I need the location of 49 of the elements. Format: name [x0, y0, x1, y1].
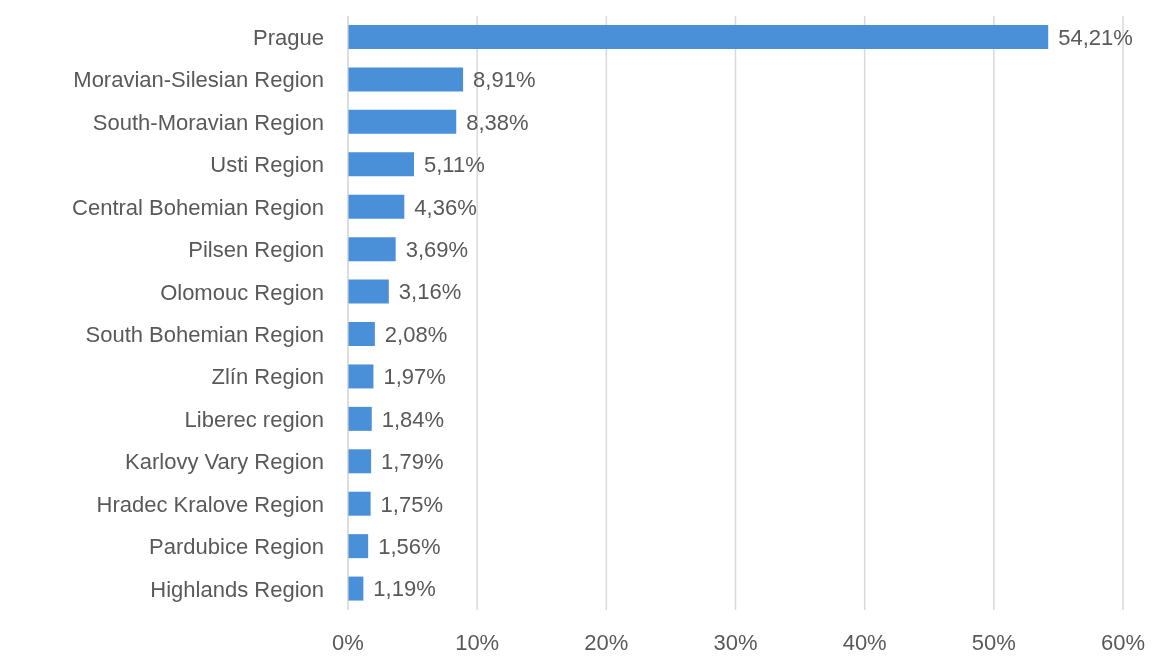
bar — [348, 406, 372, 431]
data-label: 1,19% — [373, 576, 436, 602]
data-label: 8,38% — [466, 109, 529, 135]
y-tick-label: Pardubice Region — [149, 534, 324, 560]
y-tick-label: South Bohemian Region — [85, 322, 324, 348]
data-label: 1,79% — [381, 449, 444, 475]
data-label: 1,56% — [378, 533, 441, 559]
data-label: 3,16% — [398, 279, 462, 305]
bar — [348, 449, 372, 474]
data-label: 1,75% — [380, 491, 443, 517]
y-tick-label: Prague — [253, 25, 324, 51]
bar — [348, 194, 405, 219]
bar — [348, 237, 396, 262]
bar — [348, 25, 1049, 49]
x-tick-label: 50% — [971, 629, 1016, 655]
data-label: 4,36% — [414, 194, 477, 220]
x-tick-label: 40% — [842, 629, 887, 655]
bar — [348, 152, 414, 177]
data-label: 3,69% — [405, 236, 469, 262]
y-tick-label: Moravian-Silesian Region — [73, 67, 324, 93]
data-label: 1,84% — [381, 406, 445, 432]
x-tick-label: 0% — [332, 629, 364, 655]
bar — [348, 364, 374, 389]
bar — [348, 67, 464, 92]
y-tick-label: Olomouc Region — [160, 279, 324, 305]
data-label: 54,21% — [1058, 24, 1133, 50]
data-label: 5,11% — [424, 152, 485, 178]
y-tick-label: Hradec Kralove Region — [96, 491, 324, 517]
y-tick-label: Pilsen Region — [188, 237, 324, 263]
bar — [348, 322, 375, 346]
bar — [348, 491, 371, 516]
bar — [348, 279, 389, 304]
x-tick-label: 60% — [1100, 629, 1146, 655]
x-tick-label: 20% — [584, 629, 629, 655]
bar — [348, 576, 364, 601]
y-tick-label: Usti Region — [210, 152, 324, 178]
y-tick-label: Liberec region — [184, 406, 324, 432]
bar — [348, 109, 457, 134]
data-label: 1,97% — [383, 364, 446, 390]
x-tick-label: 30% — [713, 629, 758, 655]
y-tick-label: Central Bohemian Region — [72, 194, 324, 220]
y-tick-label: Zlín Region — [211, 364, 324, 390]
y-tick-label: Highlands Region — [150, 576, 324, 602]
y-tick-label: Karlovy Vary Region — [125, 449, 324, 475]
x-tick-label: 10% — [455, 629, 500, 655]
bar — [348, 534, 369, 559]
data-label: 8,91% — [473, 67, 536, 93]
y-tick-label: South-Moravian Region — [92, 109, 324, 135]
data-label: 2,08% — [384, 321, 448, 347]
